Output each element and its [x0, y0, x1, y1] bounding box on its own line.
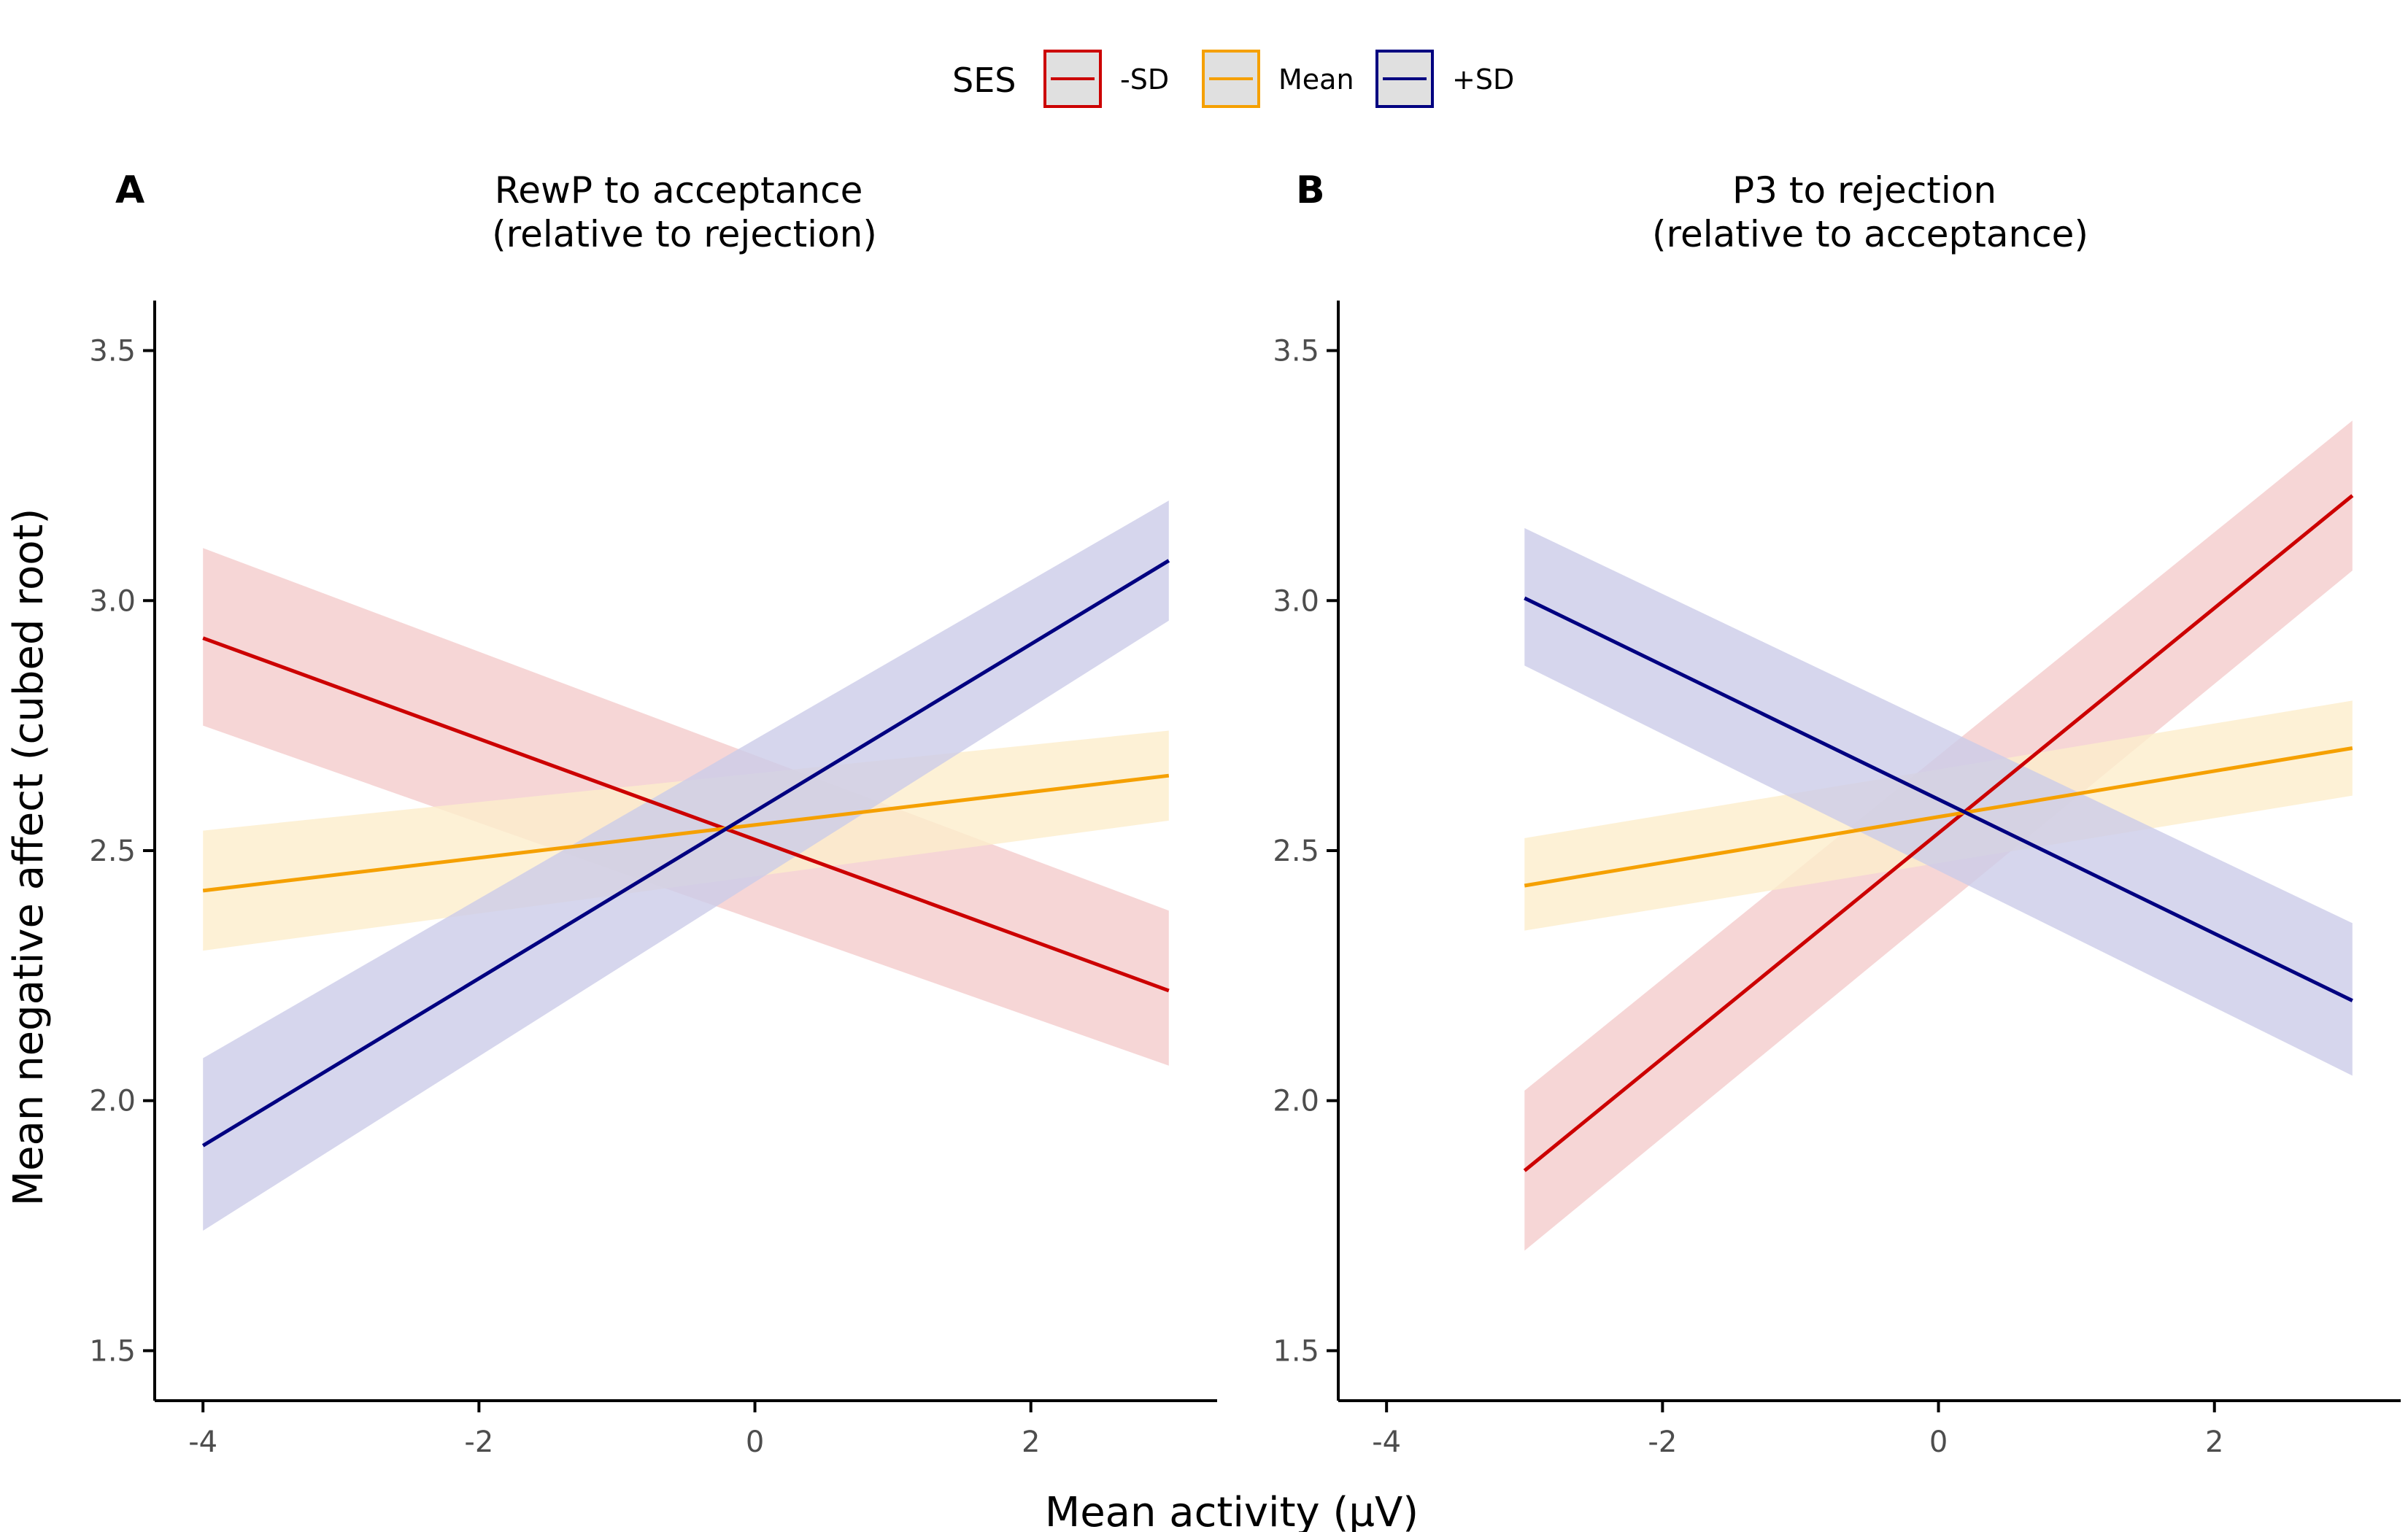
- panel-a-series-line-3: [201, 559, 1170, 1148]
- panel-b-series-line-2: [1524, 746, 2353, 888]
- panel-a-letter: A: [115, 169, 144, 212]
- panel-b-series-line-3: [1524, 596, 2353, 1002]
- panel-b-x-tick-label: 2: [2205, 1425, 2223, 1459]
- legend-label-3: +SD: [1452, 63, 1514, 96]
- panel-b: B P3 to rejection (relative to acceptanc…: [1273, 169, 2401, 1459]
- panel-b-y-tick-label: 3.5: [1273, 335, 1319, 368]
- panel-b-letter: B: [1296, 169, 1325, 212]
- panel-a-series-line-1: [202, 636, 1170, 993]
- legend-item-3: +SD: [1375, 50, 1514, 108]
- legend-item-2: Mean: [1202, 50, 1354, 108]
- legend-title: SES: [952, 61, 1016, 100]
- panel-b-ci-band-3: [1524, 527, 2353, 1076]
- panel-b-x-tick-label: -2: [1648, 1425, 1677, 1459]
- panel-a-x-tick-label: 2: [1022, 1425, 1040, 1459]
- panel-a-series-line-2: [202, 773, 1170, 893]
- y-axis-title: Mean negative affect (cubed root): [5, 508, 53, 1207]
- panel-b-x-tick-label: 0: [1929, 1425, 1948, 1459]
- panel-b-series-line-1: [1523, 494, 2354, 1172]
- panel-a-y-tick-label: 2.0: [89, 1085, 136, 1118]
- panel-b-title: P3 to rejection (relative to acceptance): [1652, 169, 2088, 255]
- panel-a-x-tick-label: -4: [188, 1425, 217, 1459]
- panel-a-y-tick-label: 3.5: [89, 335, 136, 368]
- legend: SES -SD Mean +SD: [952, 50, 1514, 108]
- panel-a-title: RewP to acceptance (relative to rejectio…: [492, 169, 877, 255]
- panel-a-x-tick-label: 0: [746, 1425, 764, 1459]
- panel-a-y-tick-label: 1.5: [89, 1334, 136, 1368]
- panel-b-y-tick-label: 1.5: [1273, 1334, 1319, 1368]
- panel-b-title-line-2: (relative to acceptance): [1652, 213, 2088, 255]
- x-axis-title: Mean activity (µV): [1045, 1489, 1419, 1532]
- panel-a-ci-band-3: [203, 500, 1169, 1231]
- panel-b-y-tick-label: 2.5: [1273, 835, 1319, 868]
- panel-b-x-tick-label: -4: [1372, 1425, 1401, 1459]
- panel-a-plot: -4 -2 0 2 1.5 2.0 2.5 3.0 3.5: [89, 301, 1217, 1459]
- legend-item-1: -SD: [1043, 50, 1169, 108]
- panel-a-y-tick-label: 3.0: [89, 584, 136, 618]
- panel-a-x-tick-label: -2: [464, 1425, 493, 1459]
- panel-b-y-tick-label: 2.0: [1273, 1085, 1319, 1118]
- panel-b-y-tick-label: 3.0: [1273, 584, 1319, 618]
- panel-a-y-tick-label: 2.5: [89, 835, 136, 868]
- panel-a-title-line-1: RewP to acceptance: [495, 169, 863, 212]
- panel-b-plot: -4 -2 0 2 1.5 2.0 2.5 3.0 3.5: [1273, 301, 2401, 1459]
- panel-a: A RewP to acceptance (relative to reject…: [89, 169, 1217, 1459]
- legend-label-2: Mean: [1278, 63, 1354, 96]
- panel-a-title-line-2: (relative to rejection): [492, 213, 877, 255]
- legend-label-1: -SD: [1120, 63, 1169, 96]
- panel-b-title-line-1: P3 to rejection: [1732, 169, 1996, 212]
